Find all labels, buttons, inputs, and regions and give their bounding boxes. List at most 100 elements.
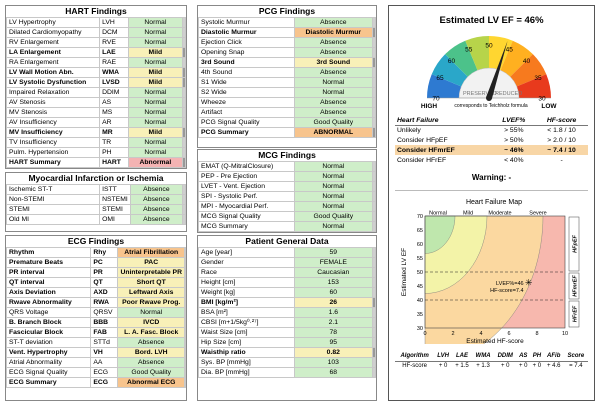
hart-row-label: TV Insufficiency [5,137,101,148]
patient-row-label: Hip Size [cm] [198,337,295,348]
hart-row-value: Mild [127,77,184,88]
hf-cell: > 2.0 / 10 [547,136,576,144]
hart-row: Pulm. Hypertension PH Normal [5,147,186,158]
patient-row-label: CBSI [m+1/5kg⁰·²⁷] [198,317,295,328]
algo-cell: + 1.5 [455,363,469,370]
mi-row-label: STEMI [5,204,101,215]
hart-row-label: AV Stenosis [5,97,101,108]
hart-row-value: Normal [127,107,184,118]
patient-row: Waist Size [cm] 78 [198,327,376,338]
algo-row: HF-score + 0 + 1.5 + 1.3 + 0 + 0 + 0 + 4.6 = 7.4 [395,362,588,372]
ecg-row-code: Rhy [90,247,119,258]
hf-row: Consider HFmrEF ~ 46% ~ 7.4 / 10 [395,145,588,156]
mcg-row-label: EMAT (Q-MitralClosure) [198,161,295,172]
algo-header: PH [530,352,544,363]
hart-panel: HART Findings LV Hypertrophy LVH Normal Dil… [5,5,187,169]
ecg-row-code: RWA [90,297,119,308]
mi-row-label: Non-STEMI [5,194,101,205]
patient-row-marker [372,277,376,288]
hart-row-value: Normal [127,137,184,148]
hart-row-code: WMA [99,67,129,78]
gauge-segment [500,40,533,77]
hart-row-marker [182,117,186,128]
hf-map: Heart Failure Map Normal Mild Moderate Seve… [401,199,580,344]
hart-row-marker [182,137,186,148]
mcg-row-marker [372,161,376,172]
patient-row: Weight [kg] 60 [198,287,376,298]
patient-row-marker [372,367,376,378]
map-xlabel: Estimated HF-score [466,338,524,344]
ecg-row-code: AXD [90,287,119,298]
ecg-row-value: Bord. LVH [117,347,185,358]
ecg-row-marker [184,257,186,268]
pcg-row: PCG Signal Quality Good Quality [198,117,376,128]
hart-row-value: Normal [127,97,184,108]
patient-row-value: FEMALE [293,257,374,268]
hart-row: LV Wall Motion Abn. WMA Mild [5,67,186,78]
ef-panel: Estimated LV EF = 46% 70 65 60 55 50 45 40 35 30… [388,5,595,401]
ecg-row: Rwave Abnormality RWA Poor Rwave Prog. [5,297,186,308]
patient-row-label: Waist Size [cm] [198,327,295,338]
patient-row: CBSI [m+1/5kg⁰·²⁷] 2.1 [198,317,376,328]
pcg-row-value: Good Quality [293,117,374,128]
hart-row: HART Summary HART Abnormal [5,157,186,168]
hart-row-marker [182,97,186,108]
map-ytick: 40 [417,298,423,304]
patient-row-label: Sys. BP [mmHg] [198,357,295,368]
hf-row: Consider HFpEF > 50% > 2.0 / 10 [395,136,588,146]
hart-row-code: LVSD [99,77,129,88]
pcg-row-label: Artifact [198,107,295,118]
algo-header-row: Algorithm LVH LAE WMA DDIM AS PH AFib Score [395,352,588,363]
algo-header: AFib [543,352,564,363]
mi-row-code: OMI [99,214,131,225]
patient-row-marker [372,267,376,278]
pcg-row-marker [372,77,376,88]
hf-header-row: Heart Failure LVEF% HF-score [395,116,588,127]
map-xtick: 4 [479,331,482,337]
hart-row-value: Normal [127,87,184,98]
mi-row-value: Absence [129,214,184,225]
mcg-row: SPI - Systolic Perf. Normal [198,191,376,202]
hart-row-value: Mild [127,67,184,78]
patient-row-value: 2.1 [293,317,374,328]
patient-row-value: Caucasian [293,267,374,278]
ecg-row-value: Abnormal ECG [117,377,185,388]
patient-row-value: 68 [293,367,374,378]
mi-row-value: Absence [129,204,184,215]
hart-row-marker [182,77,186,88]
mcg-title: MCG Findings [258,150,316,160]
ecg-row: PR interval PR Uninterpretable PR [5,267,186,278]
ecg-row-code: PC [90,257,119,268]
pcg-row-value: Absence [293,67,374,78]
map-ytick: 55 [417,256,423,262]
algo-header: LAE [451,352,473,363]
mcg-row-value: Good Quality [293,211,374,222]
ecg-row: ST-T deviation STTd Absence [5,337,186,348]
hart-row: LV Hypertrophy LVH Normal [5,17,186,28]
ecg-row: QRS Voltage QRSV Normal [5,307,186,318]
patient-panel: Patient General Data Age [year] 59 Gender F… [197,235,377,401]
pcg-row: PCG Summary ABNORMAL [198,127,376,138]
pcg-row-label: 3rd Sound [198,57,295,68]
hart-table: LV Hypertrophy LVH Normal Dilated Cardiomyo… [5,17,186,168]
ecg-row-code: PR [90,267,119,278]
ecg-row-marker [184,357,186,368]
gauge-segment [510,54,547,87]
pcg-row: Systolic Murmur Absence [198,17,376,28]
mcg-row-label: MCG Signal Quality [198,211,295,222]
pcg-row: Artifact Absence [198,107,376,118]
map-col-label: Severe [529,211,546,217]
map-title: Heart Failure Map [466,199,522,206]
ecg-row-label: Axis Deviation [5,287,92,298]
hart-row-code: PH [99,147,129,158]
mcg-row-value: Normal [293,161,374,172]
hart-row-marker [182,57,186,68]
hf-warning: Warning: - [471,173,512,182]
mi-row: Old MI OMI Absence [5,214,186,225]
ecg-row-marker [184,287,186,298]
pcg-row-value: Absence [293,97,374,108]
pcg-row-marker [372,117,376,128]
ecg-row-code: ECG [90,377,119,388]
ecg-panel: ECG Findings Rhythm Rhy Atrial Fibrillatio… [5,235,187,401]
